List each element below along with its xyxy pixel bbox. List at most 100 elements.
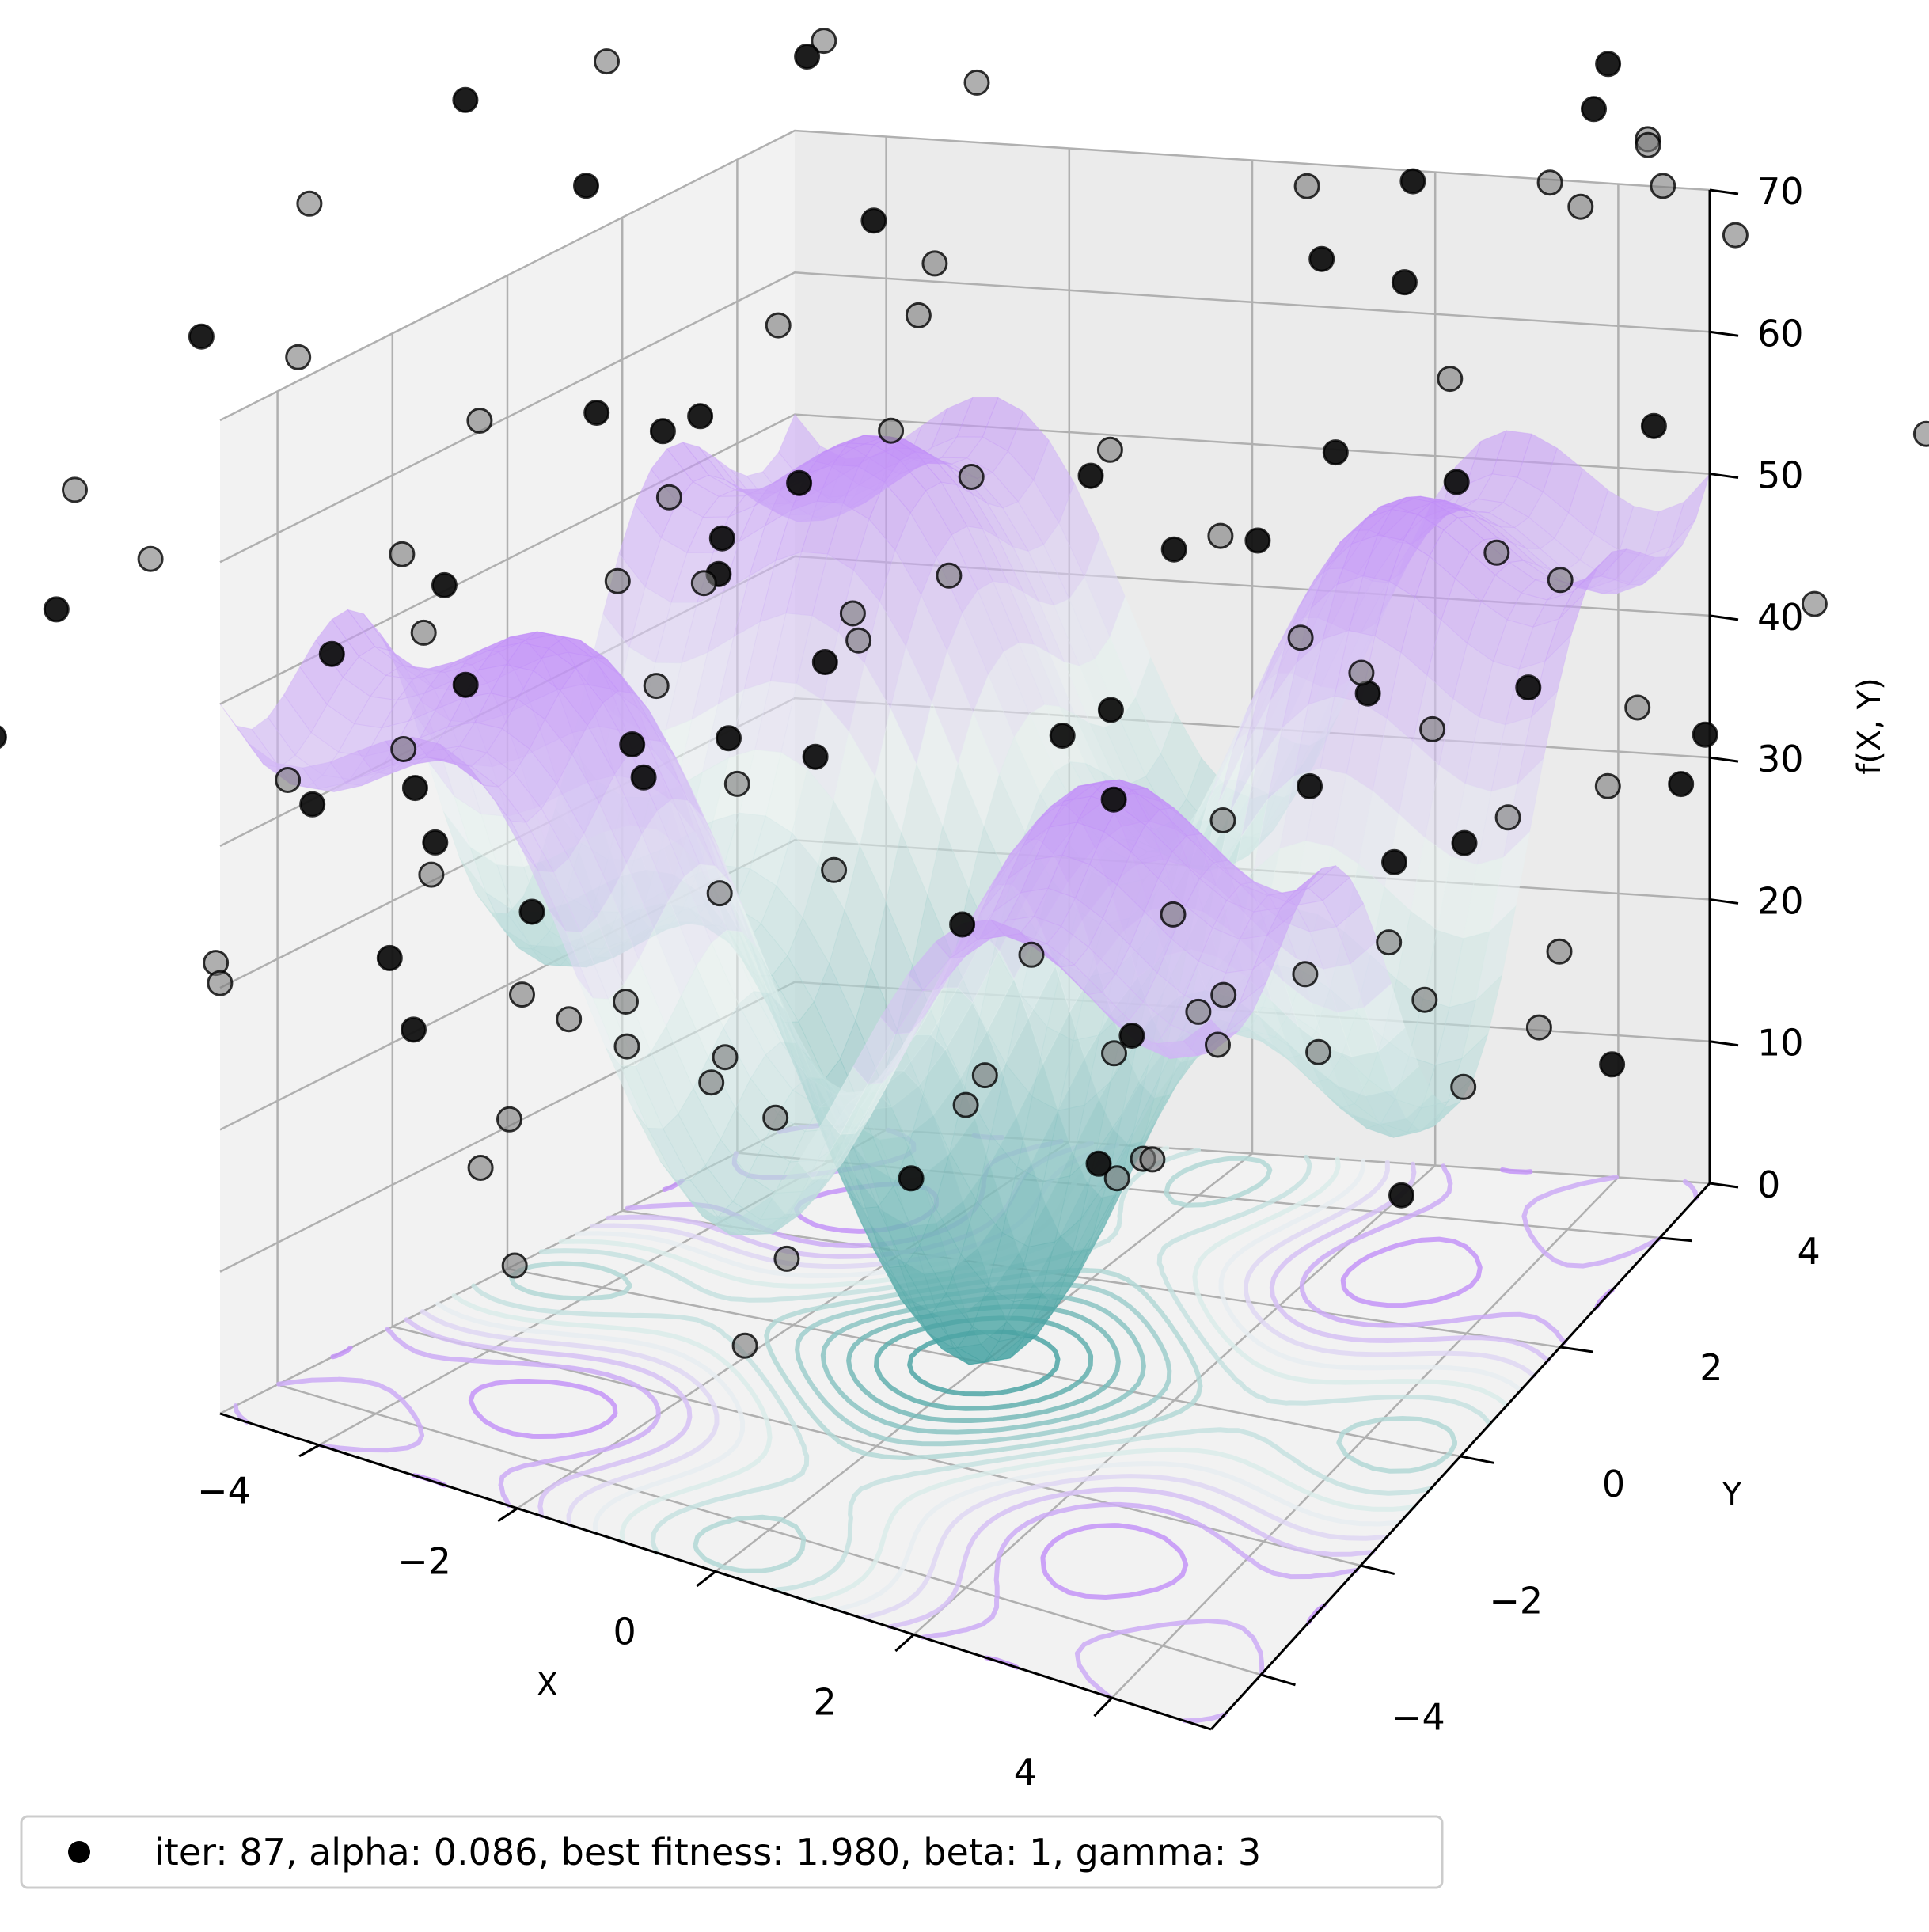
z-tick [1709,1182,1739,1189]
swarm-point [952,1091,979,1118]
z-tick [1709,614,1739,621]
contour-line [907,1329,1061,1397]
swarm-point [655,484,682,511]
swarm-point [299,791,326,818]
swarm-point [1801,590,1828,617]
swarm-point [1209,807,1236,833]
swarm-point [466,408,493,434]
swarm-point [878,417,905,444]
swarm-point [1322,439,1349,466]
swarm-point [687,403,714,430]
swarm-point [613,1033,640,1060]
swarm-point [821,856,848,883]
swarm-point [518,898,545,925]
x-axis-label: X [537,1667,558,1703]
swarm-point [401,775,428,802]
swarm-point [1668,771,1695,798]
swarm-point [643,673,670,700]
swarm-point [765,312,792,339]
swarm-point [452,86,479,113]
x-tick-label: 0 [613,1610,636,1653]
swarm-point [786,469,813,496]
z-tick [1709,473,1739,480]
swarm-point [698,1069,725,1096]
x-tick [894,1634,915,1653]
z-tick-label: 20 [1757,879,1804,922]
swarm-point [62,476,88,503]
swarm-point [1096,436,1123,463]
swarm-point [860,207,887,234]
contour-line [846,1304,1121,1423]
swarm-point [839,600,866,627]
y-tick-label: 0 [1602,1463,1625,1505]
z-tick-label: 30 [1757,738,1804,780]
swarm-point [613,989,639,1015]
swarm-point [1635,131,1661,158]
contour-line [420,1142,1537,1621]
y-tick [1460,1455,1494,1464]
swarm-point [0,725,7,749]
scatter-points [0,28,1929,1359]
y-tick [1559,1346,1593,1353]
x-tick [298,1444,320,1458]
swarm-point [422,829,449,856]
x-tick-label: −4 [197,1470,251,1513]
swarm-point [905,302,932,328]
swarm-point [1297,772,1323,799]
swarm-point [188,323,215,350]
surface-patch [1614,552,1655,586]
swarm-point [723,770,750,797]
swarm-point [1546,938,1573,965]
swarm-point [501,1252,528,1279]
swarm-point [573,173,599,199]
grid-line-z [219,129,1711,422]
swarm-point [1722,222,1749,249]
swarm-point [1536,169,1563,196]
swarm-point [619,731,646,757]
swarm-point [1049,723,1076,749]
swarm-point [1160,536,1187,563]
swarm-point [1451,829,1478,856]
swarm-point [1650,173,1676,199]
swarm-point [731,1332,758,1359]
x-tick [497,1507,518,1523]
z-tick [1709,898,1739,905]
swarm-point [773,1245,800,1272]
swarm-point [296,190,323,217]
z-tick-label: 60 [1757,312,1804,355]
y-tick [1260,1673,1296,1687]
swarm-point [1581,96,1607,123]
swarm-point [1293,173,1320,199]
swarm-point [401,1016,427,1043]
swarm-point [389,541,416,567]
swarm-point [1443,469,1470,495]
x-tick [1093,1697,1113,1718]
swarm-point [1437,366,1464,393]
swarm-point [1388,1182,1414,1209]
surface-patch [1517,689,1559,786]
swarm-point [1494,804,1521,831]
swarm-point [318,640,345,667]
surface-patch [1238,946,1282,1005]
swarm-point [845,627,872,654]
z-tick [1709,756,1739,763]
swarm-point [43,596,70,623]
swarm-point [1594,772,1621,799]
swarm-point [936,562,963,589]
swarm-point [1399,168,1426,195]
z-tick [1709,1040,1739,1047]
swarm-point [1085,1150,1112,1177]
swarm-point [1018,941,1045,968]
swarm-point [285,344,312,370]
swarm-point [1599,1051,1626,1078]
swarm-point [708,525,735,552]
floor-pane [220,1124,1710,1729]
swarm-point [958,464,985,490]
y-tick-label: −4 [1392,1695,1445,1738]
surface-patch [1642,545,1683,585]
swarm-point [949,911,976,938]
swarm-point [802,743,829,770]
surface-patch [1475,905,1517,1002]
